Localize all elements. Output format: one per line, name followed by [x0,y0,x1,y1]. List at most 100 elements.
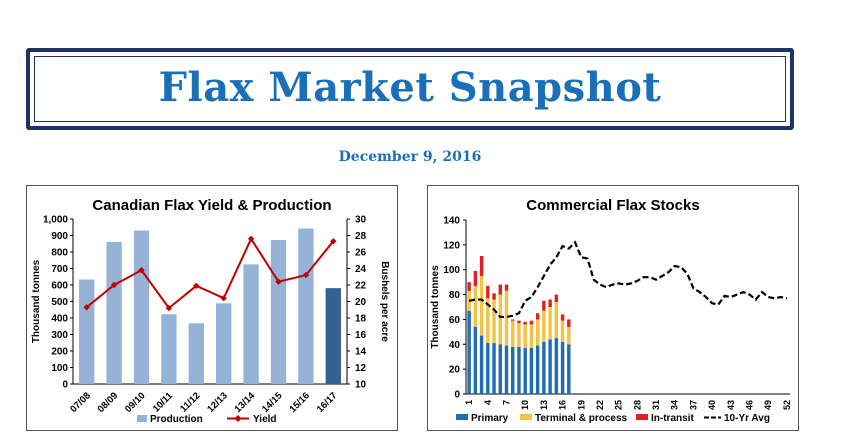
yield-point [247,235,255,242]
stock-bar-segment [479,335,484,394]
production-bar [270,239,287,384]
yield-point [220,295,227,302]
stock-bar-segment [504,345,509,394]
production-bar [106,241,122,384]
stock-bar-segment [548,307,552,340]
y-tick-label: 500 [51,297,68,308]
x-tick-label: 16 [558,400,568,410]
stock-bar-segment [548,339,552,394]
y-tick-label: 40 [449,340,461,351]
stock-bar-segment [560,341,565,394]
stock-bar-segment [542,341,546,394]
x-tick-label: 08/09 [96,390,121,415]
stock-bar-segment [486,298,490,344]
legend-swatch-terminal [520,414,532,420]
stock-bar-segment [498,284,502,295]
y-tick-label: 800 [51,248,68,259]
title-banner-inner-border [34,56,786,122]
y2-tick-label: 20 [355,297,367,308]
legend-label-yield: Yield [253,414,277,425]
stock-bar-segment [567,326,571,345]
y-tick-label: 200 [51,347,68,358]
stock-bar-segment [498,294,502,345]
legend-label-in-transit: In-transit [651,413,694,424]
stock-bar-segment [486,285,490,299]
y-tick-label: 20 [449,365,461,376]
production-bar [243,264,259,384]
stock-bar-segment [554,294,559,303]
x-tick-label: 22 [595,400,605,410]
x-tick-label: 19 [576,400,586,410]
y-tick-label: 0 [62,380,68,391]
x-tick-label: 07/08 [68,390,93,415]
x-tick-label: 52 [782,400,792,410]
stock-bar-segment [529,324,534,349]
stock-bar-segment [467,310,471,394]
stock-bar-segment [523,348,527,394]
stock-bar-segment [473,270,478,286]
legend-label-10yr-avg: 10-Yr Avg [724,413,770,424]
stock-bar-segment [492,293,496,300]
stock-bar-segment [529,320,534,325]
y-tick-label: 100 [443,265,460,276]
stock-bar-segment [492,343,496,394]
stock-bar-segment [498,344,502,394]
chart-title: Canadian Flax Yield & Production [92,197,331,214]
commercial-stocks-chart-svg: Commercial Flax Stocks020406080100120140… [430,197,792,424]
x-tick-label: 46 [745,400,755,410]
y-tick-label: 100 [51,363,68,374]
y-tick-label: 120 [443,240,460,251]
legend-label-primary: Primary [471,413,509,424]
y2-tick-label: 10 [355,380,367,391]
yield-production-chart-svg: Canadian Flax Yield & Production 0 100 200 3… [31,197,390,425]
production-bar [216,303,232,384]
x-tick-label: 49 [763,400,773,410]
y-tick-label: 1,000 [43,215,68,226]
production-bar [298,228,314,384]
stock-bar-segment [560,320,565,342]
x-tick-label: 13/14 [233,390,258,415]
y2-tick-label: 14 [355,347,367,358]
yield-point [110,281,118,289]
stock-bar-segment [542,300,546,311]
yield-point [83,304,90,311]
y2-tick-label: 30 [355,215,367,226]
stock-bar-segment [473,285,478,327]
yield-point [302,271,310,279]
stock-bar-segment [511,319,515,321]
yield-point [138,266,145,274]
stock-bar-segment [535,313,540,320]
legend-label-production: Production [150,414,203,425]
legend-swatch-primary [456,414,468,420]
stock-bar-segment [542,310,546,342]
legend-marker-yield [234,415,242,422]
y2-tick-label: 12 [355,363,367,374]
production-bar [161,314,177,384]
x-tick-label: 10 [520,400,530,410]
stock-bar-segment [523,321,527,325]
y-tick-label: 600 [51,281,68,292]
stock-bar-segment [467,282,471,291]
stock-bar-segment [567,319,571,327]
production-bar [79,279,95,384]
x-tick-label: 10/11 [151,390,176,415]
x-tick-label: 7 [502,400,512,405]
stock-bar-segment [554,338,559,394]
x-tick-label: 40 [707,400,717,410]
y-tick-label: 900 [51,231,68,242]
stock-bar-segment [479,275,484,336]
stock-bar-segment [554,302,559,339]
production-bar [325,288,341,384]
page-title: Flax Market Snapshot [158,64,662,111]
stock-bar-segment [529,348,534,394]
y2-tick-label: 18 [355,314,367,325]
stock-bar-segment [535,345,540,394]
stock-bar-segment [479,256,484,276]
stock-bar-segment [567,344,571,394]
y-tick-label: 700 [51,264,68,275]
x-tick-label: 37 [688,400,698,410]
x-tick-label: 4 [483,400,493,405]
x-tick-label: 09/10 [123,390,148,415]
stock-bar-segment [523,324,527,349]
y2-tick-label: 28 [355,231,367,242]
